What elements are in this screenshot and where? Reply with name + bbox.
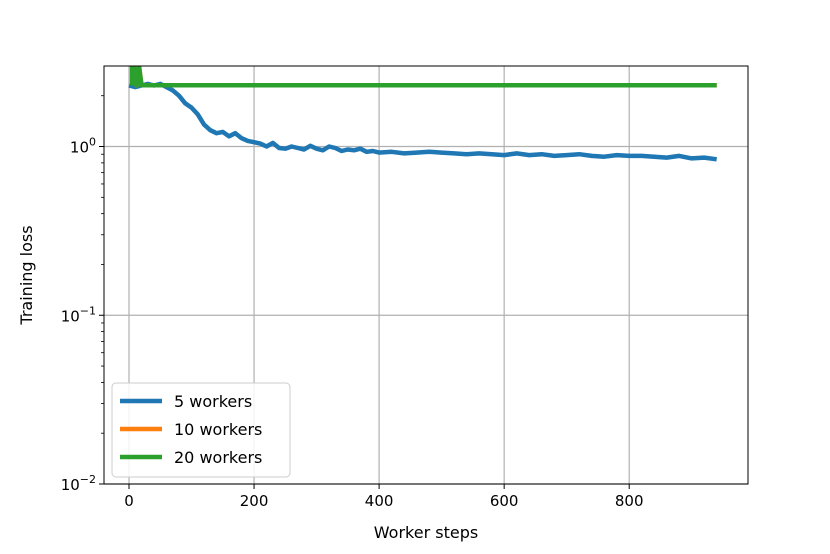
series-line-1 [128,81,718,162]
x-tick-label: 200 [240,492,269,510]
legend-box [111,382,291,478]
series-line-3 [129,66,717,88]
y-axis-label: Training loss [17,225,36,325]
ticks: 0 200 400 600 800 100 10−1 10−2 [61,95,644,510]
x-tick-label: 600 [490,492,519,510]
y-tick-label: 100 [70,136,96,157]
y-tick-label: 10−2 [61,473,96,494]
legend-label-2: 10 workers [174,420,262,439]
legend: 5 workers 10 workers 20 workers [111,382,291,478]
legend-label-3: 20 workers [174,448,262,467]
legend-label-1: 5 workers [174,392,252,411]
x-tick-label: 0 [124,492,134,510]
series-layer [128,66,718,162]
x-axis-label: Worker steps [374,523,478,542]
x-tick-label: 800 [615,492,644,510]
x-tick-label: 400 [365,492,394,510]
y-tick-label: 10−1 [61,304,96,325]
plot-frame [103,65,749,485]
